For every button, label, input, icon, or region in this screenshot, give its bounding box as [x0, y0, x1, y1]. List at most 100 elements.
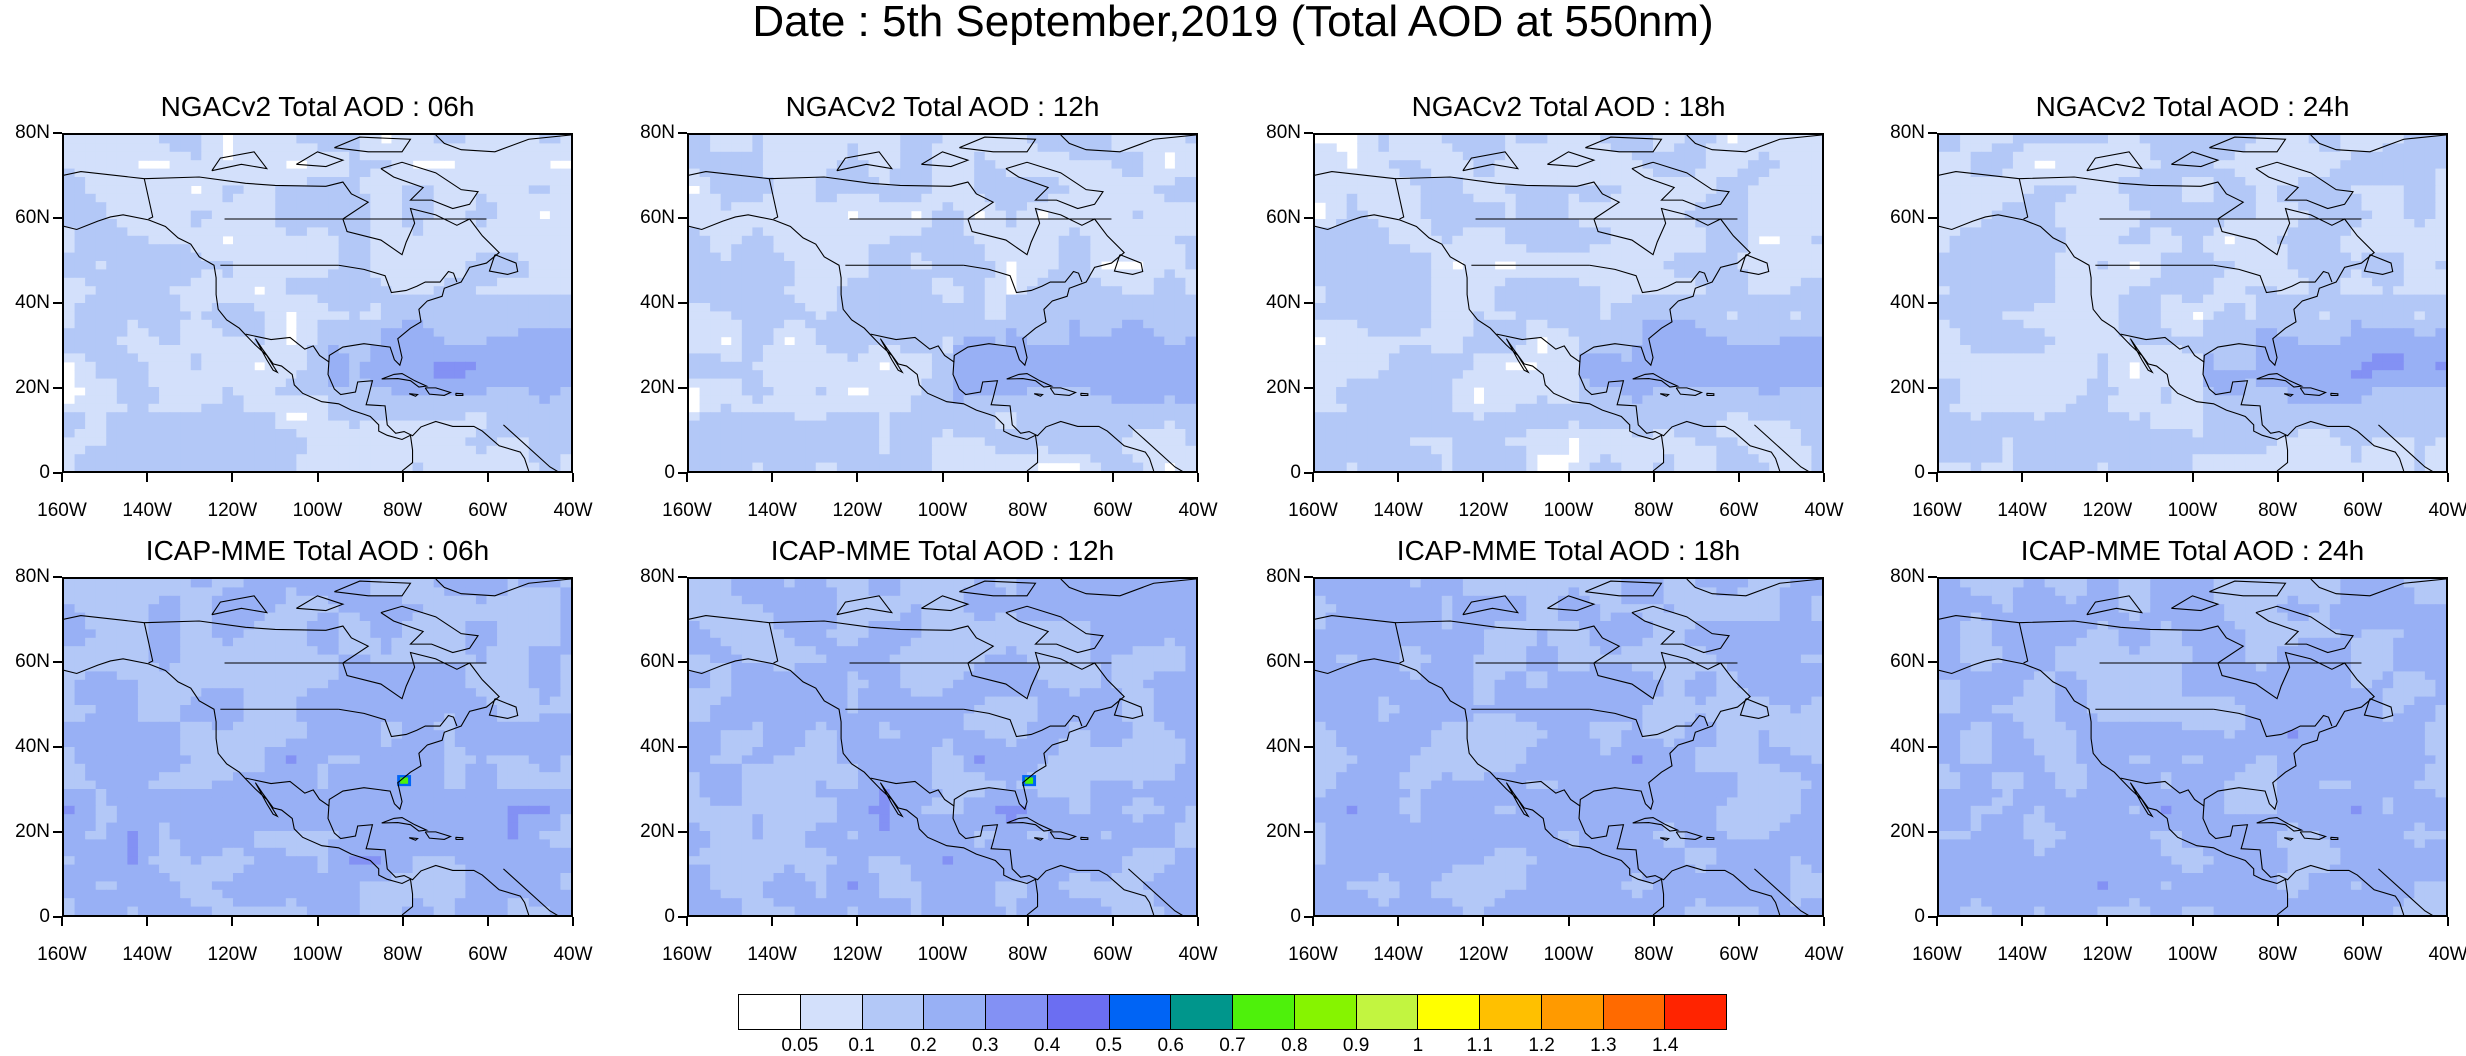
colorbar-label: 1.1: [1466, 1035, 1493, 1056]
coastline: [143, 622, 154, 664]
lon-tick-label: 100W: [1543, 500, 1594, 521]
coastline: [2120, 777, 2205, 807]
colorbar-cell: [1603, 995, 1666, 1029]
coastline: [334, 136, 412, 153]
lat-tick-label: 40N: [1890, 736, 1925, 757]
lat-tick: [678, 132, 687, 134]
panel-title-6: ICAP-MME Total AOD : 12h: [770, 535, 1115, 566]
coastline: [64, 658, 414, 915]
coastline: [768, 622, 779, 664]
lat-tick: [678, 217, 687, 219]
coastline: [424, 831, 453, 840]
coastline: [1939, 171, 2405, 471]
lat-tick-label: 40N: [15, 736, 50, 757]
lat-tick: [1304, 302, 1313, 304]
lon-tick-label: 80W: [383, 944, 423, 965]
coastline: [503, 424, 558, 471]
lon-tick: [316, 917, 319, 926]
coastline: [455, 392, 464, 396]
lat-tick-label: 0: [664, 906, 675, 927]
lat-tick: [1928, 746, 1937, 748]
lon-tick-label: 140W: [1997, 500, 2047, 521]
lat-tick: [678, 387, 687, 389]
lon-tick-label: 80W: [1008, 944, 1048, 965]
lon-tick: [1482, 917, 1485, 926]
coastline: [921, 595, 970, 612]
lon-tick: [146, 917, 149, 926]
lon-tick: [1737, 473, 1740, 482]
lon-tick-label: 120W: [2082, 944, 2133, 965]
coastline: [2363, 254, 2394, 275]
coastline: [1033, 837, 1044, 841]
aod-hotspot: [400, 777, 409, 784]
lon-tick-label: 100W: [292, 944, 343, 965]
lat-tick-label: 40N: [640, 736, 675, 757]
coastline: [503, 868, 558, 915]
aod-field-8: [1939, 579, 2446, 915]
lon-tick-label: 60W: [2343, 500, 2383, 521]
colorbar: [738, 994, 1727, 1030]
coastline: [296, 595, 345, 612]
lat-tick: [1928, 387, 1937, 389]
coastline: [1547, 151, 1596, 168]
lon-tick: [941, 917, 944, 926]
coastline: [1080, 836, 1089, 840]
lon-tick-label: 60W: [1093, 944, 1133, 965]
lat-tick-label: 20N: [15, 821, 50, 842]
lon-tick: [686, 917, 688, 926]
coastline: [211, 595, 269, 616]
lat-tick-label: 60N: [15, 207, 50, 228]
lon-tick: [316, 473, 319, 482]
coastline: [1706, 836, 1715, 840]
coastline: [1675, 831, 1704, 840]
coastline: [1939, 615, 2405, 915]
lon-tick-label: 160W: [1912, 944, 1962, 965]
coastline: [1754, 868, 1809, 915]
lat-tick: [1304, 746, 1313, 748]
coastline: [963, 264, 1083, 294]
coastline: [1315, 214, 1665, 471]
lon-tick-label: 100W: [917, 944, 968, 965]
colorbar-cell: [1356, 995, 1419, 1029]
coastline: [2209, 136, 2287, 153]
colorbar-label: 0.1: [848, 1035, 875, 1056]
coastline: [2299, 387, 2328, 396]
coastline: [1462, 595, 1520, 616]
lon-tick: [231, 473, 234, 482]
coastline: [1049, 831, 1078, 840]
colorbar-label: 0.7: [1219, 1035, 1246, 1056]
coastline: [1632, 373, 1680, 388]
coastline: [380, 161, 479, 210]
lat-tick: [678, 831, 687, 833]
lon-tick: [2361, 917, 2364, 926]
lon-tick: [1567, 473, 1570, 482]
lat-tick: [1928, 132, 1937, 134]
lat-tick-label: 0: [1914, 906, 1925, 927]
lat-tick: [1304, 132, 1313, 134]
coastline: [1631, 605, 1730, 654]
lon-tick: [2191, 917, 2194, 926]
lat-tick: [53, 387, 62, 389]
coastline: [1060, 579, 1196, 597]
coastline: [380, 605, 479, 654]
colorbar-label: 1.3: [1590, 1035, 1617, 1056]
lon-tick: [401, 917, 404, 926]
coastline: [1462, 151, 1520, 172]
coastline: [2256, 817, 2304, 832]
coastline: [2209, 580, 2287, 597]
lat-tick: [53, 132, 62, 134]
lon-tick-label: 120W: [1458, 944, 1509, 965]
coastline: [1315, 658, 1665, 915]
lon-tick-label: 40W: [553, 500, 593, 521]
lat-tick: [1928, 916, 1937, 918]
lat-tick-label: 40N: [1266, 292, 1301, 313]
coastline: [64, 171, 530, 471]
coastline: [1589, 264, 1709, 294]
lat-tick-label: 60N: [1266, 207, 1301, 228]
coastline: [2283, 393, 2294, 397]
coastline: [1049, 387, 1078, 396]
colorbar-label: 1.2: [1528, 1035, 1555, 1056]
lat-tick-label: 20N: [15, 377, 50, 398]
lat-tick: [1928, 831, 1937, 833]
lat-tick: [53, 831, 62, 833]
